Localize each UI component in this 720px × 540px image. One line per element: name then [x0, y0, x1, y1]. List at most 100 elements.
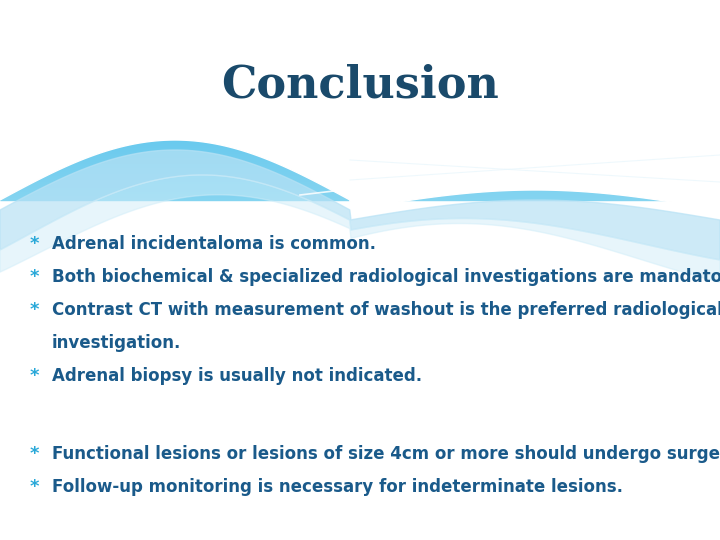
Bar	[0, 166, 720, 168]
Bar	[0, 4, 720, 6]
Bar	[0, 0, 720, 2]
Bar	[0, 110, 720, 112]
Bar	[0, 90, 720, 92]
Bar	[0, 150, 720, 152]
Text: Both biochemical & specialized radiological investigations are mandatory.: Both biochemical & specialized radiologi…	[52, 268, 720, 286]
Bar	[0, 44, 720, 46]
Bar	[0, 40, 720, 42]
Bar	[0, 128, 720, 130]
Bar	[0, 60, 720, 62]
Bar	[0, 26, 720, 28]
Bar	[0, 184, 720, 186]
Bar	[0, 98, 720, 100]
Text: Functional lesions or lesions of size 4cm or more should undergo surgery.: Functional lesions or lesions of size 4c…	[52, 445, 720, 463]
Bar	[0, 122, 720, 124]
Bar	[0, 132, 720, 134]
Bar	[0, 92, 720, 94]
Bar	[0, 58, 720, 60]
Bar	[0, 138, 720, 140]
Bar	[0, 174, 720, 176]
Bar	[0, 68, 720, 70]
Bar	[0, 84, 720, 86]
Bar	[0, 124, 720, 126]
Bar	[0, 72, 720, 74]
Bar	[0, 134, 720, 136]
Bar	[0, 100, 720, 102]
Text: investigation.: investigation.	[52, 334, 181, 352]
Bar	[0, 104, 720, 106]
Bar	[0, 148, 720, 150]
Bar	[0, 136, 720, 138]
Bar	[0, 20, 720, 22]
Bar	[0, 56, 720, 58]
Bar	[0, 70, 720, 72]
Text: Adrenal biopsy is usually not indicated.: Adrenal biopsy is usually not indicated.	[52, 367, 422, 385]
Bar	[0, 180, 720, 182]
Bar	[0, 76, 720, 78]
Bar	[0, 66, 720, 68]
Bar	[0, 48, 720, 50]
Bar	[0, 82, 720, 84]
Bar	[0, 118, 720, 120]
Bar	[0, 196, 720, 198]
Bar	[0, 52, 720, 54]
Text: Adrenal incidentaloma is common.: Adrenal incidentaloma is common.	[52, 235, 376, 253]
Bar	[0, 78, 720, 80]
Bar	[0, 164, 720, 166]
Bar	[0, 64, 720, 66]
Bar	[0, 80, 720, 82]
Text: Contrast CT with measurement of washout is the preferred radiological: Contrast CT with measurement of washout …	[52, 301, 720, 319]
Text: *: *	[30, 301, 40, 319]
Bar	[0, 168, 720, 170]
Text: *: *	[30, 367, 40, 385]
Bar	[0, 194, 720, 196]
Text: Conclusion: Conclusion	[221, 64, 499, 106]
Bar	[0, 32, 720, 34]
Bar	[0, 38, 720, 40]
Bar	[0, 112, 720, 114]
Bar	[0, 62, 720, 64]
Bar	[0, 94, 720, 96]
Text: *: *	[30, 235, 40, 253]
Bar	[0, 30, 720, 32]
Bar	[0, 14, 720, 16]
Bar	[0, 74, 720, 76]
Bar	[0, 16, 720, 18]
Bar	[0, 160, 720, 162]
Bar	[0, 152, 720, 154]
Bar	[0, 120, 720, 122]
Bar	[0, 24, 720, 26]
Bar	[0, 140, 720, 142]
Bar	[0, 170, 720, 172]
Bar	[0, 50, 720, 52]
Bar	[0, 106, 720, 108]
Bar	[0, 2, 720, 4]
Bar	[0, 186, 720, 188]
Bar	[0, 130, 720, 132]
Text: *: *	[30, 268, 40, 286]
Bar	[0, 42, 720, 44]
Bar	[0, 188, 720, 190]
Bar	[0, 158, 720, 160]
Bar	[0, 182, 720, 184]
Bar	[0, 46, 720, 48]
Bar	[0, 172, 720, 174]
Bar	[0, 146, 720, 148]
Bar	[0, 8, 720, 10]
Bar	[0, 116, 720, 118]
Bar	[0, 142, 720, 144]
Bar	[0, 6, 720, 8]
Bar	[0, 34, 720, 36]
Text: *: *	[30, 478, 40, 496]
Bar	[0, 192, 720, 194]
Bar	[0, 154, 720, 156]
Bar	[0, 10, 720, 12]
Bar	[0, 178, 720, 180]
Bar	[0, 156, 720, 158]
Bar	[0, 114, 720, 116]
Bar	[0, 102, 720, 104]
Bar	[0, 198, 720, 200]
Bar	[0, 126, 720, 128]
Bar	[0, 176, 720, 178]
Bar	[0, 162, 720, 164]
